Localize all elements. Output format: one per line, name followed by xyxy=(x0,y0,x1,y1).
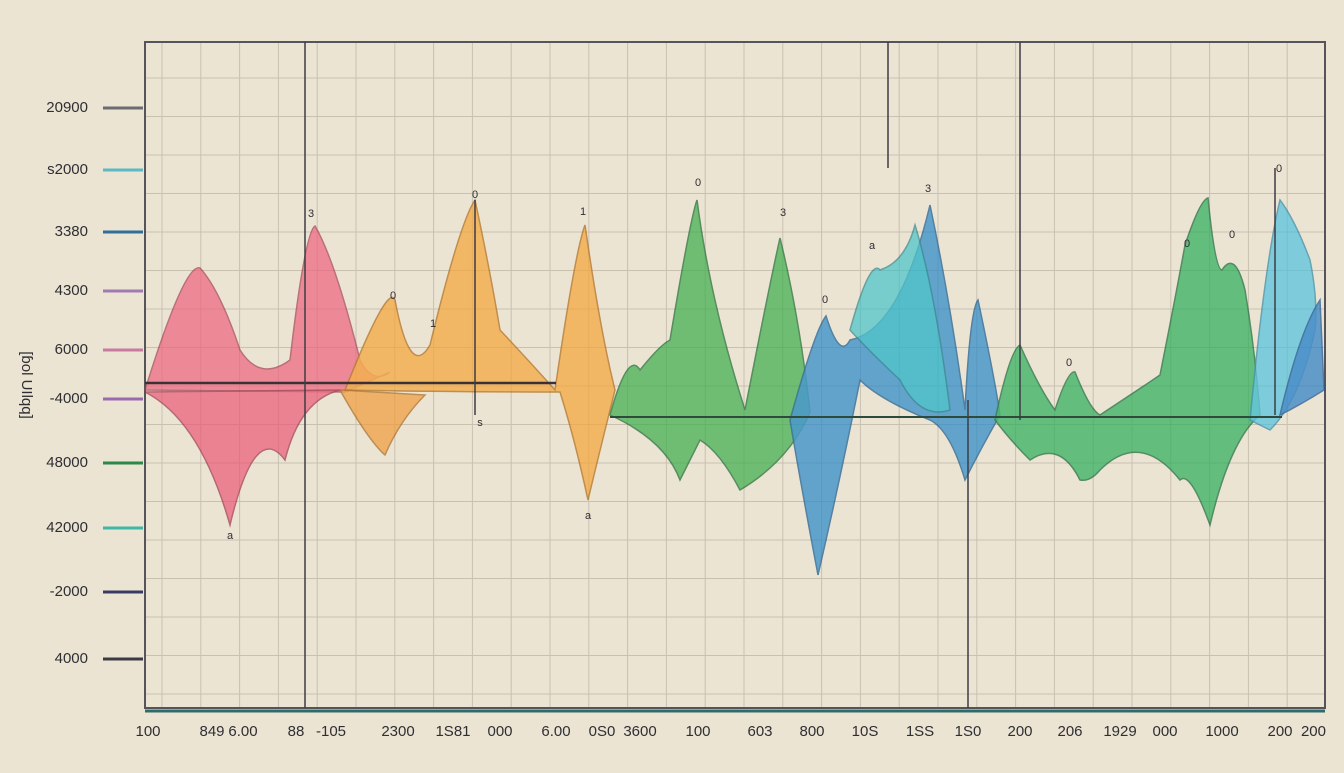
y-tick-label: 4000 xyxy=(55,650,88,667)
x-tick-label: 6.00 xyxy=(541,723,570,740)
x-tick-label: 200 xyxy=(1267,723,1292,740)
x-tick-label: 200 xyxy=(1301,723,1326,740)
peak-label: s xyxy=(477,417,483,429)
x-tick-label: 88 xyxy=(288,723,305,740)
peak-label: 3 xyxy=(780,207,786,219)
peak-label: 0 xyxy=(472,189,478,201)
x-tick-label: 1000 xyxy=(1205,723,1238,740)
peak-label: 0 xyxy=(695,177,701,189)
x-tick-label: 1S81 xyxy=(435,723,470,740)
peak-label: 0 xyxy=(822,294,828,306)
y-tick-label: -4000 xyxy=(50,390,88,407)
x-tick-label: 6.00 xyxy=(228,723,257,740)
peak-label: 1 xyxy=(580,206,586,218)
peak-label: 0 xyxy=(1276,163,1282,175)
x-tick-label: 1SS xyxy=(906,723,934,740)
x-tick-label: 1S0 xyxy=(955,723,982,740)
y-tick-label: 20900 xyxy=(46,99,88,116)
y-axis-title: [ɓol UIlqq] xyxy=(18,351,35,419)
wave-pink-low xyxy=(144,389,341,528)
peak-label: a xyxy=(585,510,592,522)
wave-blue xyxy=(789,204,1001,576)
peak-label: 0 xyxy=(1229,229,1235,241)
peak-label: a xyxy=(869,240,876,252)
peak-label: 0 xyxy=(1066,357,1072,369)
x-tick-label: 100 xyxy=(685,723,710,740)
peak-label: 0 xyxy=(1184,238,1190,250)
labels: 20900s2000338043006000-40004800042000-20… xyxy=(46,99,1326,740)
x-tick-label: 100 xyxy=(135,723,160,740)
y-tick-label: 3380 xyxy=(55,223,88,240)
y-tick-label: 4300 xyxy=(55,282,88,299)
wave-orange xyxy=(343,198,616,501)
peak-label: 0 xyxy=(390,290,396,302)
y-tick-label: 6000 xyxy=(55,341,88,358)
x-tick-label: 1929 xyxy=(1103,723,1136,740)
x-tick-label: 2300 xyxy=(381,723,414,740)
x-tick-label: 000 xyxy=(487,723,512,740)
spike-lines xyxy=(304,42,1276,708)
wave-blue-right xyxy=(1278,297,1325,417)
plot-frame xyxy=(144,41,1326,709)
y-tick-label: -2000 xyxy=(50,583,88,600)
y-tick-label: 48000 xyxy=(46,454,88,471)
peak-label: 1 xyxy=(430,318,436,330)
x-tick-label: -105 xyxy=(316,723,346,740)
x-tick-label: 0S0 xyxy=(589,723,616,740)
x-tick-label: 800 xyxy=(799,723,824,740)
wave-orange-low xyxy=(338,389,427,457)
peak-label: 3 xyxy=(308,208,314,220)
wave-green-right xyxy=(994,197,1261,528)
x-tick-label: 3600 xyxy=(623,723,656,740)
y-tick-label: s2000 xyxy=(47,161,88,178)
x-tick-label: 849 xyxy=(199,723,224,740)
x-tick-label: 000 xyxy=(1152,723,1177,740)
peak-label: 3 xyxy=(925,183,931,195)
x-tick-label: 200 xyxy=(1007,723,1032,740)
wave-teal xyxy=(849,222,951,413)
x-tick-label: 206 xyxy=(1057,723,1082,740)
y-tick-label: 42000 xyxy=(46,519,88,536)
x-tick-label: 10S xyxy=(852,723,879,740)
x-tick-label: 603 xyxy=(747,723,772,740)
peak-label: a xyxy=(227,530,234,542)
